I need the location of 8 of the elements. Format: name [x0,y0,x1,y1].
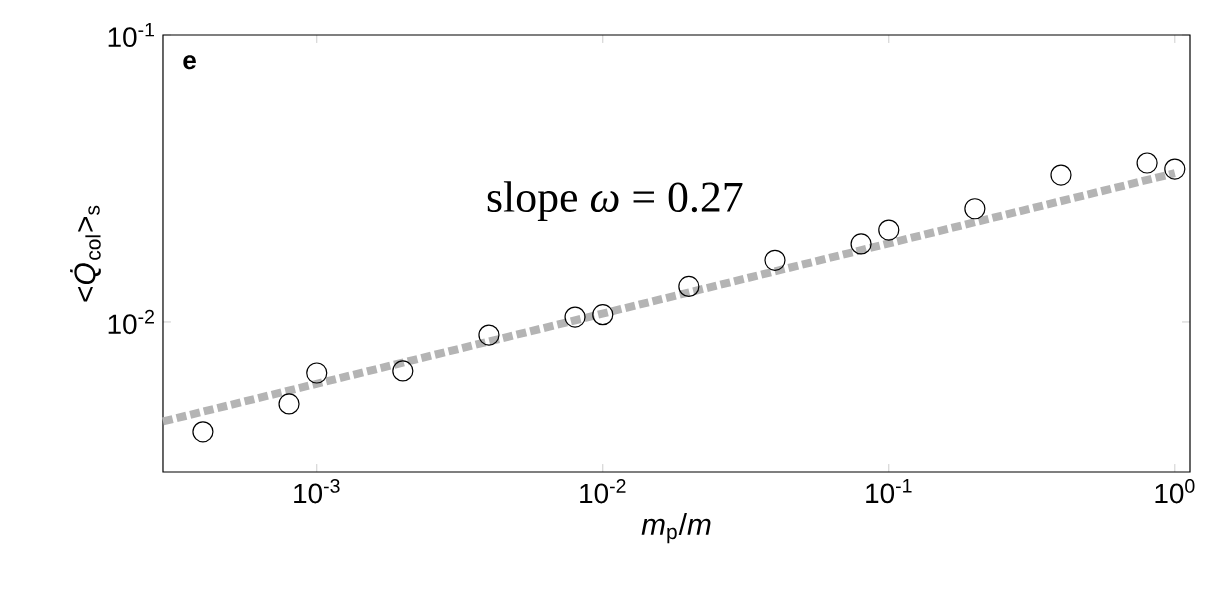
x-tick-label: 10$^{-3}$ [294,479,340,504]
x-tick-label: 10$^{-2}$ [580,479,626,504]
x-tick-label: 10$^{0}$ [1155,479,1195,504]
x-tick-label: 10$^{-1}$ [866,479,912,504]
annotation: e [183,55,196,70]
annotation: slope ω = 0.27 [487,181,743,221]
x-axis-title: m$_{p}$/m [641,513,711,544]
y-axis-title: <Q̇$_{col}$>$_{s}$ [70,205,101,302]
